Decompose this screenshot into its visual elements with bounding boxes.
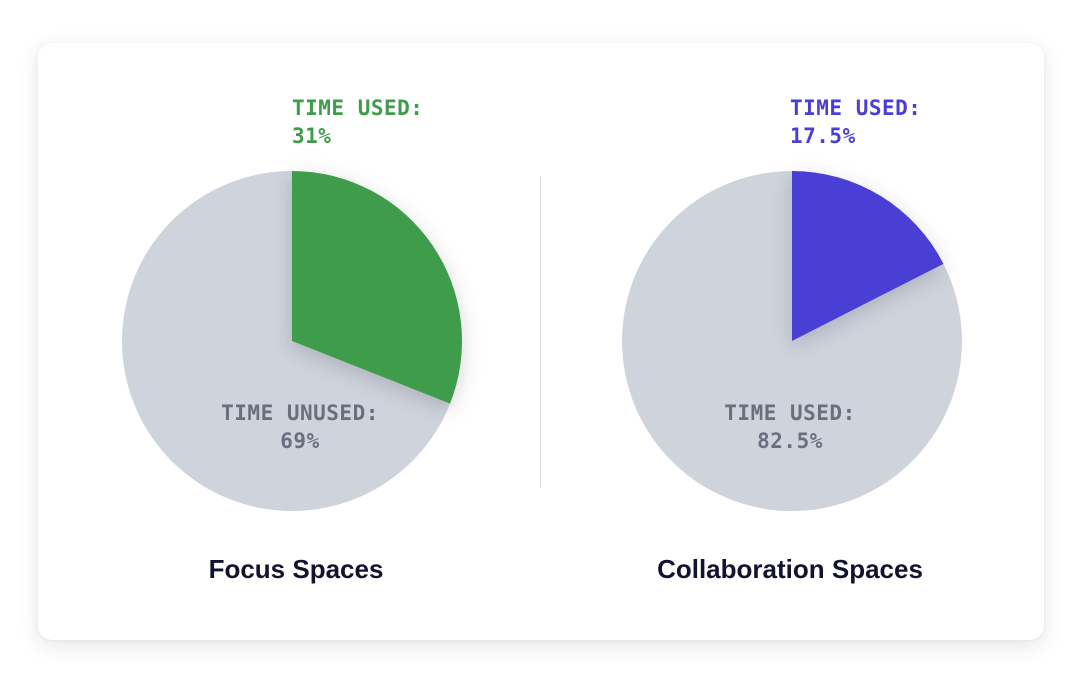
collaboration-spaces-title: Collaboration Spaces (657, 554, 923, 584)
collaboration-rest-label-text: TIME USED: (724, 401, 856, 425)
focus-used-value: 31% (292, 124, 332, 148)
collaboration-slice-used (792, 171, 944, 341)
focus-used-label-text: TIME USED: (292, 96, 424, 120)
focus-unused-label-text: TIME UNUSED: (221, 401, 379, 425)
focus-spaces-pie-chart (122, 171, 463, 511)
focus-spaces-slices (122, 171, 463, 511)
chart-divider (540, 176, 541, 488)
focus-unused-label: TIME UNUSED: 69% (190, 399, 410, 455)
collaboration-used-value: 17.5% (790, 124, 856, 148)
focus-spaces-title: Focus Spaces (208, 554, 384, 584)
focus-unused-value: 69% (280, 429, 320, 453)
collaboration-spaces-slices (622, 171, 962, 511)
focus-used-label: TIME USED: 31% (292, 94, 423, 150)
collaboration-used-label: TIME USED: 17.5% (790, 94, 921, 150)
collaboration-rest-value: 82.5% (757, 429, 823, 453)
collaboration-used-label-text: TIME USED: (790, 96, 922, 120)
collaboration-spaces-pie-chart (622, 171, 962, 511)
focus-slice-used (292, 171, 463, 404)
focus-slice-remaining (122, 171, 451, 511)
collaboration-rest-label: TIME USED: 82.5% (680, 399, 900, 455)
